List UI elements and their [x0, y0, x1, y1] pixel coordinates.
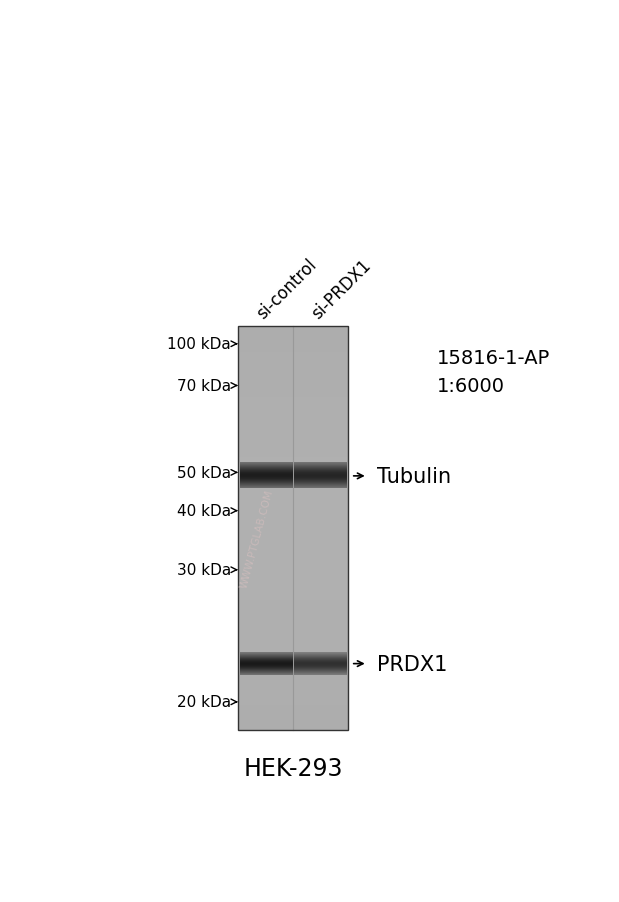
Text: 100 kDa: 100 kDa — [167, 336, 231, 352]
Text: 1:6000: 1:6000 — [437, 376, 505, 396]
Text: 50 kDa: 50 kDa — [177, 465, 231, 481]
Text: 70 kDa: 70 kDa — [177, 379, 231, 393]
Text: 40 kDa: 40 kDa — [177, 503, 231, 519]
Text: si-PRDX1: si-PRDX1 — [308, 256, 374, 322]
Text: 30 kDa: 30 kDa — [176, 563, 231, 577]
Bar — [238, 327, 348, 730]
Text: WWW.PTGLAB.COM: WWW.PTGLAB.COM — [240, 489, 275, 589]
Text: HEK-293: HEK-293 — [243, 756, 343, 780]
Text: PRDX1: PRDX1 — [377, 654, 448, 674]
Text: 15816-1-AP: 15816-1-AP — [437, 349, 550, 368]
Text: si-control: si-control — [253, 255, 320, 322]
Text: 20 kDa: 20 kDa — [177, 695, 231, 710]
Text: Tubulin: Tubulin — [377, 466, 451, 486]
